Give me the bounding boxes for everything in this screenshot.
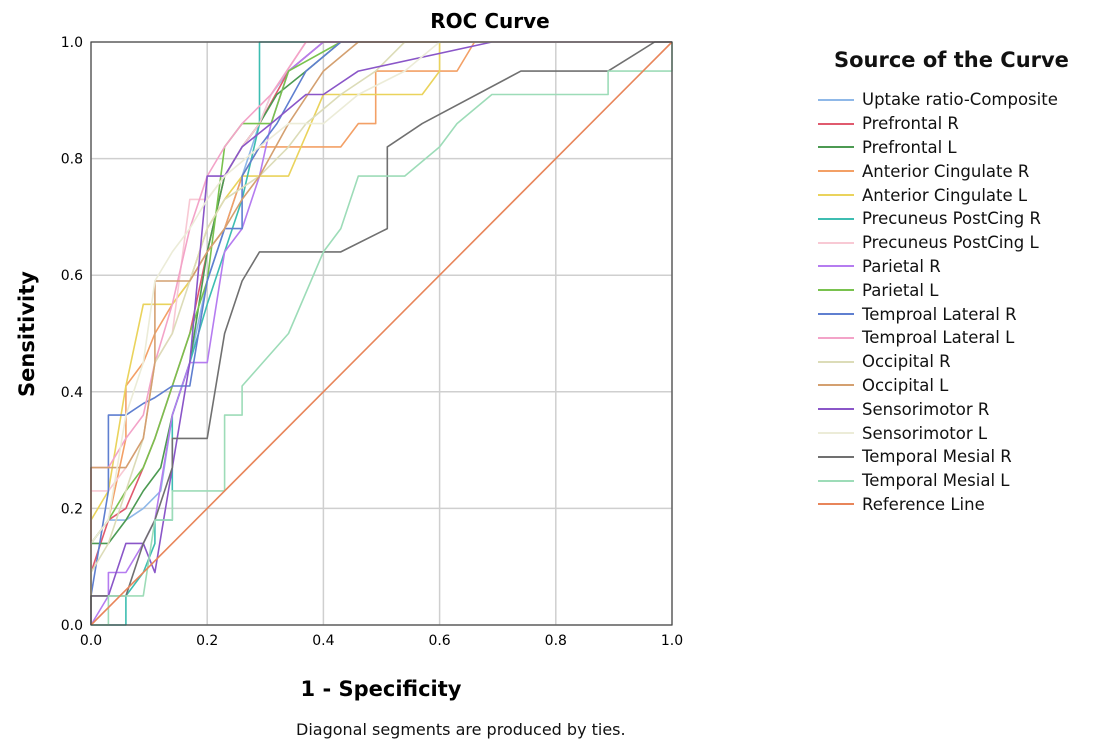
y-tick-label: 0.6 (61, 268, 83, 284)
legend-item: Sensorimotor L (818, 421, 1098, 445)
legend-item: Prefrontal L (818, 136, 1098, 160)
y-tick-label: 0.8 (61, 152, 83, 168)
y-tick-label: 0.4 (61, 385, 83, 401)
legend-item: Anterior Cingulate R (818, 159, 1098, 183)
legend-swatch (818, 336, 854, 339)
legend: Source of the Curve Uptake ratio-Composi… (818, 48, 1098, 516)
series-line-13 (90, 41, 672, 625)
legend-label: Temproal Lateral R (862, 304, 1017, 324)
legend-label: Temporal Mesial L (862, 471, 1010, 491)
legend-item: Temproal Lateral L (818, 326, 1098, 350)
series-line-12 (90, 41, 672, 625)
legend-label: Prefrontal R (862, 114, 959, 134)
legend-label: Precuneus PostCing R (862, 209, 1041, 229)
plot-area-frame (90, 41, 673, 626)
legend-item: Anterior Cingulate L (818, 183, 1098, 207)
x-tick-label: 0.8 (545, 633, 567, 649)
legend-item: Parietal L (818, 278, 1098, 302)
x-tick-label: 0.6 (428, 633, 450, 649)
legend-swatch (818, 122, 854, 125)
footnote: Diagonal segments are produced by ties. (296, 720, 626, 739)
x-tick-label: 0.0 (80, 633, 102, 649)
legend-swatch (818, 432, 854, 435)
legend-label: Uptake ratio-Composite (862, 90, 1058, 110)
legend-label: Anterior Cingulate R (862, 161, 1030, 181)
x-tick-label: 0.2 (196, 633, 218, 649)
series-line-14 (90, 41, 672, 625)
y-tick-label: 0.2 (61, 501, 83, 517)
legend-swatch (818, 146, 854, 149)
legend-swatch (818, 384, 854, 387)
legend-label: Temproal Lateral L (862, 328, 1015, 348)
series-line-11 (90, 41, 672, 625)
legend-label: Reference Line (862, 494, 985, 514)
legend-swatch (818, 313, 854, 316)
legend-item: Prefrontal R (818, 112, 1098, 136)
y-tick-label: 1.0 (61, 35, 83, 51)
legend-item: Sensorimotor R (818, 397, 1098, 421)
legend-label: Anterior Cingulate L (862, 185, 1028, 205)
legend-label: Occipital L (862, 375, 949, 395)
chart-title: ROC Curve (430, 9, 549, 33)
legend-swatch (818, 170, 854, 173)
legend-item: Temporal Mesial L (818, 469, 1098, 493)
legend-swatch (818, 217, 854, 220)
legend-swatch (818, 194, 854, 197)
legend-item: Occipital L (818, 374, 1098, 398)
legend-label: Sensorimotor L (862, 423, 988, 443)
legend-swatch (818, 408, 854, 411)
legend-swatch (818, 479, 854, 482)
series-line-17 (90, 41, 673, 626)
legend-items: Uptake ratio-Composite Prefrontal R Prefro… (818, 88, 1098, 516)
tick-labels: 0.0 0.2 0.4 0.6 0.8 1.0 0.0 0.2 0.4 0.6 0.8 1.0 (61, 35, 683, 649)
legend-item: Uptake ratio-Composite (818, 88, 1098, 112)
roc-series-lines (90, 41, 673, 626)
legend-item: Temproal Lateral R (818, 302, 1098, 326)
legend-item: Temporal Mesial R (818, 445, 1098, 469)
legend-swatch (818, 265, 854, 268)
x-axis-label: 1 - Specificity (301, 677, 462, 701)
legend-swatch (818, 98, 854, 101)
legend-item: Parietal R (818, 255, 1098, 279)
legend-swatch (818, 241, 854, 244)
y-tick-label: 0.0 (61, 618, 83, 634)
series-line-8 (90, 41, 672, 625)
legend-label: Parietal L (862, 280, 939, 300)
series-line-10 (90, 41, 672, 625)
legend-label: Parietal R (862, 256, 941, 276)
legend-swatch (818, 360, 854, 363)
legend-label: Temporal Mesial R (862, 447, 1012, 467)
legend-swatch (818, 455, 854, 458)
legend-label: Prefrontal L (862, 137, 957, 157)
series-line-16 (91, 42, 673, 626)
legend-label: Sensorimotor R (862, 399, 990, 419)
legend-swatch (818, 503, 854, 506)
legend-item: Reference Line (818, 493, 1098, 517)
y-axis-label: Sensitivity (15, 271, 39, 397)
legend-item: Precuneus PostCing R (818, 207, 1098, 231)
legend-label: Precuneus PostCing L (862, 233, 1039, 253)
legend-item: Occipital R (818, 350, 1098, 374)
legend-item: Precuneus PostCing L (818, 231, 1098, 255)
x-tick-label: 0.4 (312, 633, 334, 649)
legend-swatch (818, 289, 854, 292)
legend-label: Occipital R (862, 352, 951, 372)
x-tick-label: 1.0 (661, 633, 683, 649)
legend-title: Source of the Curve (834, 48, 1069, 72)
